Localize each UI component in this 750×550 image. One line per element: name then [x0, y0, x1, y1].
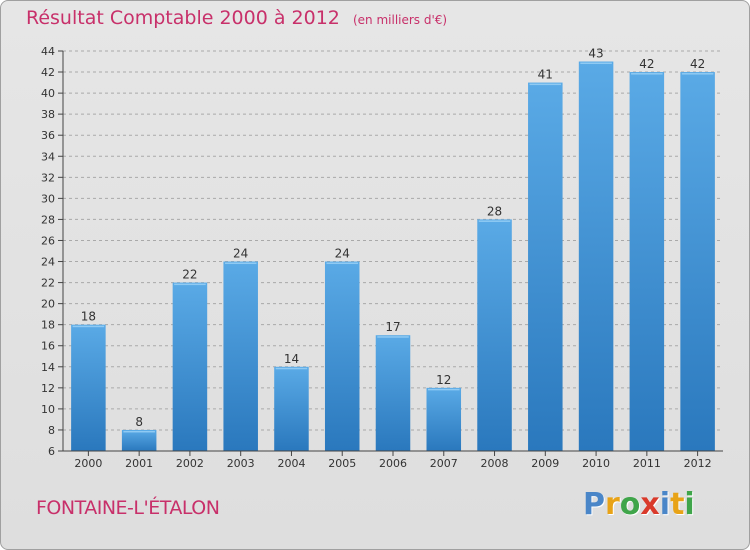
bar-value-label: 18	[81, 310, 96, 324]
bar-highlight	[428, 388, 460, 391]
bar-value-label: 22	[182, 268, 197, 282]
y-tick-label: 18	[41, 319, 55, 332]
x-tick-label: 2012	[684, 457, 712, 470]
logo-letter: x	[640, 487, 660, 522]
bar-value-label: 12	[436, 373, 451, 387]
x-tick-label: 2004	[277, 457, 305, 470]
bar-value-label: 41	[538, 68, 553, 82]
x-tick-label: 2003	[227, 457, 255, 470]
bar-highlight	[580, 62, 612, 65]
place-name: FONTAINE-L'ÉTALON	[36, 497, 220, 519]
bar-highlight	[478, 220, 511, 222]
x-tick-label: 2002	[176, 457, 204, 470]
bar-2008	[477, 219, 512, 451]
bar-value-label: 24	[233, 247, 248, 261]
bars: 18 8 22 24 14 24 17 12 28 41 43 42 42	[71, 47, 715, 452]
bar-highlight	[529, 83, 562, 86]
y-tick-label: 8	[48, 424, 55, 437]
x-tick-label: 2009	[531, 457, 559, 470]
x-tick-label: 2005	[328, 457, 356, 470]
y-tick-label: 30	[41, 192, 55, 205]
x-tick-label: 2001	[125, 457, 153, 470]
bar-value-label: 17	[385, 320, 400, 334]
bar-value-label: 42	[690, 57, 705, 71]
bar-2010	[578, 61, 614, 452]
x-tick-label: 2006	[379, 457, 407, 470]
bar-2011	[629, 72, 665, 451]
logo-letter: t	[670, 487, 685, 522]
x-tick-label: 2008	[481, 457, 509, 470]
chart-title: Résultat Comptable 2000 à 2012	[26, 7, 340, 29]
bar-value-label: 43	[588, 47, 603, 61]
logo-letter: i	[684, 487, 695, 522]
x-tick-label: 2010	[582, 457, 610, 470]
logo-letter: P	[583, 487, 605, 522]
y-tick-label: 14	[41, 361, 55, 374]
y-tick-label: 20	[41, 298, 55, 311]
x-tick-label: 2000	[74, 457, 102, 470]
chart-title-block: Résultat Comptable 2000 à 2012 (en milli…	[26, 7, 447, 29]
y-tick-label: 32	[41, 171, 55, 184]
y-tick-label: 26	[41, 234, 55, 247]
chart-unit: (en milliers d'€)	[352, 13, 448, 27]
bar-2001	[121, 429, 157, 451]
axes: 6 8 10 12 14 16 18 20 22 24 26 28 30 32 34 36 38 40 42 44 20…	[41, 45, 723, 470]
bar-highlight	[681, 73, 714, 75]
y-tick-label: 36	[41, 129, 55, 142]
y-tick-label: 34	[41, 150, 55, 163]
y-tick-label: 44	[41, 45, 55, 58]
y-tick-label: 10	[41, 403, 55, 416]
bar-2004	[274, 366, 309, 451]
y-tick-label: 16	[41, 340, 55, 353]
y-tick-label: 22	[41, 277, 55, 290]
logo-letter: i	[659, 487, 671, 522]
y-tick-label: 12	[41, 382, 55, 395]
proxiti-logo: Proxiti	[583, 487, 695, 522]
bar-2012	[680, 72, 715, 451]
x-tick-label: 2007	[430, 457, 458, 470]
bar-highlight	[377, 336, 409, 338]
bar-value-label: 42	[639, 57, 654, 71]
bar-2005	[324, 261, 360, 451]
y-tick-label: 24	[41, 256, 55, 269]
bar-highlight	[631, 73, 663, 75]
bar-highlight	[72, 325, 105, 328]
y-tick-label: 42	[41, 66, 55, 79]
bar-2003	[223, 261, 258, 451]
y-tick-label: 28	[41, 213, 55, 226]
bar-2009	[528, 82, 563, 451]
y-tick-label: 38	[41, 108, 55, 121]
bar-highlight	[174, 283, 206, 286]
bar-highlight	[224, 262, 257, 265]
x-tick-label: 2011	[633, 457, 661, 470]
bar-value-label: 14	[284, 352, 299, 366]
y-tick-label: 40	[41, 87, 55, 100]
bar-highlight	[123, 430, 155, 433]
bar-value-label: 28	[487, 204, 502, 218]
logo-letter: o	[619, 487, 641, 522]
logo-letter: r	[605, 487, 620, 522]
bar-value-label: 24	[335, 247, 350, 261]
bar-highlight	[275, 367, 308, 370]
bar-2007	[426, 387, 462, 451]
bar-highlight	[326, 262, 358, 265]
y-tick-label: 6	[48, 445, 55, 458]
bar-2000	[71, 324, 106, 451]
bar-value-label: 8	[135, 415, 143, 429]
bar-2006	[375, 335, 411, 451]
bar-2002	[172, 282, 208, 451]
